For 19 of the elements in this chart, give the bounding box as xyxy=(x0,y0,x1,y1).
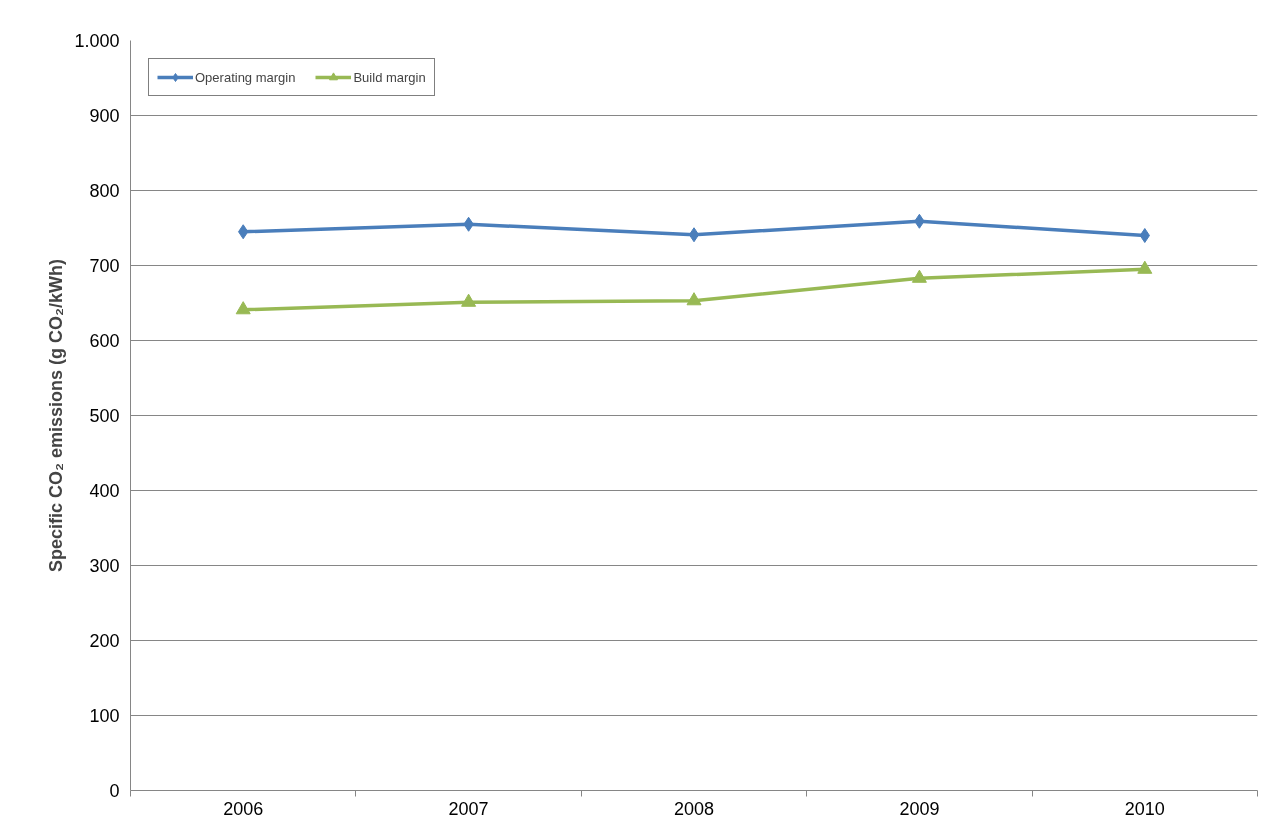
x-tick-label: 2007 xyxy=(448,798,489,819)
legend-label: Operating margin xyxy=(195,69,296,85)
y-tick-label: 400 xyxy=(89,481,120,501)
y-tick-label: 900 xyxy=(89,106,120,126)
y-tick-label: 0 xyxy=(109,781,120,801)
x-tick-label: 2006 xyxy=(223,798,264,819)
x-tick-label: 2008 xyxy=(673,798,715,819)
x-tick-label: 2010 xyxy=(1124,798,1165,819)
legend-label: Build margin xyxy=(353,69,426,85)
y-tick-label: 1.000 xyxy=(74,31,120,51)
y-tick-label: 600 xyxy=(89,331,120,351)
y-tick-label: 500 xyxy=(89,406,120,426)
y-tick-label: 300 xyxy=(89,556,120,576)
y-tick-label: 100 xyxy=(89,706,120,726)
y-tick-label: 700 xyxy=(89,256,120,276)
y-tick-label: 200 xyxy=(89,631,120,651)
y-tick-label: 800 xyxy=(89,181,120,201)
x-tick-label: 2009 xyxy=(899,798,940,819)
y-axis-title: Specific CO₂ emissions (g CO₂/kWh) xyxy=(46,258,67,573)
